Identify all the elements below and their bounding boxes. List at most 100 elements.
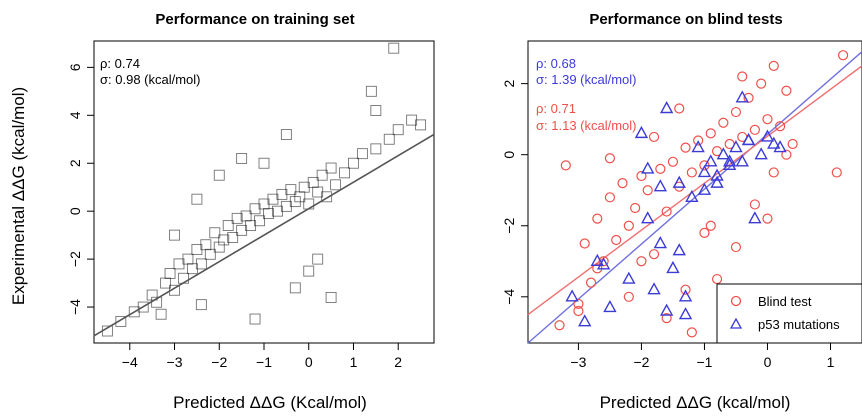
p53-point (634, 125, 649, 139)
training-point (249, 313, 261, 325)
blind-test-point (768, 60, 779, 71)
training-axes: −4 −3 −2 −1 0 1 2 −4 −2 0 2 4 6 (67, 63, 402, 370)
p53-point (729, 140, 743, 153)
training-point (258, 157, 270, 169)
legend: Blind test p53 mutations (716, 283, 862, 344)
blind-test-panel: Performance on blind tests −3 −2 −1 0 1 −4 −2 0… (501, 11, 862, 412)
blind-axes: −3 −2 −1 0 1 −4 −2 0 2 (501, 80, 835, 370)
legend-box (716, 283, 862, 344)
blind-test-point (787, 138, 798, 150)
p53-point (773, 140, 787, 153)
blind-title: Performance on blind tests (589, 11, 782, 28)
training-point (195, 258, 207, 270)
legend-triangle-marker (729, 317, 743, 329)
blind-test-point (705, 128, 716, 139)
training-xtick-label: −1 (256, 354, 272, 370)
blind-test-point (737, 71, 748, 82)
blind-xtick-label: −1 (696, 354, 712, 370)
training-point (178, 272, 189, 284)
blind-test-sigma: σ: 1.13 (kcal/mol) (536, 118, 637, 133)
blind-ytick-label: 2 (501, 80, 517, 88)
p53-point (691, 140, 705, 153)
p53-point (641, 161, 655, 174)
p53-point (760, 129, 775, 142)
training-ylabel: Experimental ΔΔG (kcal/mol) (9, 87, 28, 305)
training-point (236, 152, 248, 164)
training-fit-line (93, 133, 435, 337)
p53-point (748, 211, 762, 224)
blind-test-point (674, 103, 685, 114)
blind-test-point (573, 305, 584, 317)
blind-test-point (693, 135, 704, 146)
training-point (312, 253, 324, 265)
p53-point (741, 133, 756, 146)
blind-test-point (762, 213, 773, 224)
training-xtick-label: 0 (305, 354, 313, 370)
p53-point (722, 154, 737, 167)
p53-point (590, 253, 605, 266)
blind-test-point (749, 199, 760, 210)
training-point (280, 129, 292, 140)
p53-point (735, 154, 749, 167)
p53-point (710, 175, 724, 188)
p53-point (659, 101, 674, 114)
blind-test-point (756, 78, 767, 89)
p53-point (767, 136, 781, 149)
training-ytick-label: 4 (67, 111, 83, 119)
legend-p53: p53 mutations (758, 317, 840, 332)
training-point (195, 299, 207, 311)
training-xtick-label: −2 (211, 354, 227, 370)
training-point (370, 143, 382, 155)
blind-test-point (655, 163, 666, 175)
blind-test-point (699, 227, 710, 238)
training-point (285, 184, 297, 196)
blind-test-point (730, 241, 742, 253)
training-point (137, 301, 149, 313)
p53-point (735, 90, 749, 103)
training-point (164, 268, 176, 279)
blind-test-point (661, 206, 672, 217)
training-point (115, 315, 127, 327)
training-point (289, 282, 301, 294)
blind-fit-line-red (527, 65, 862, 316)
training-point (213, 169, 225, 181)
blind-test-point (705, 220, 716, 231)
p53-point (710, 168, 724, 181)
training-point (263, 208, 274, 220)
p53-point (722, 157, 737, 171)
blind-xlabel: Predicted ΔΔG (kcal/mol) (600, 393, 791, 412)
training-point (365, 85, 377, 97)
blind-test-point (661, 313, 672, 324)
blind-test-point (623, 291, 634, 302)
blind-test-point (781, 149, 792, 160)
blind-test-point (573, 298, 584, 310)
blind-test-point (831, 167, 842, 178)
p53-point (678, 289, 693, 302)
training-point (325, 292, 337, 303)
blind-ytick-label: −4 (501, 289, 517, 305)
training-point (321, 191, 333, 203)
blind-test-point (604, 153, 616, 164)
p53-point (672, 243, 686, 256)
blind-ytick-label: 0 (501, 151, 517, 159)
training-point (348, 157, 359, 169)
training-point (370, 105, 382, 116)
blind-test-point (774, 121, 786, 132)
blind-test-point (579, 238, 590, 249)
training-point (222, 220, 234, 232)
training-ytick-label: 0 (67, 207, 83, 215)
blind-test-point (560, 160, 571, 171)
training-point (155, 308, 167, 320)
training-xtick-label: −3 (167, 354, 183, 370)
legend-blind-test: Blind test (758, 294, 812, 309)
training-point (227, 232, 239, 243)
blind-test-point (630, 202, 641, 214)
blind-test-point (680, 142, 691, 153)
blind-test-point (730, 106, 742, 118)
p53-point (685, 189, 699, 203)
training-rho: ρ: 0.74 (100, 56, 140, 71)
p53-point (596, 257, 611, 270)
blind-test-point (585, 277, 597, 288)
blind-test-point (642, 185, 653, 196)
legend-circle-marker (730, 295, 742, 307)
